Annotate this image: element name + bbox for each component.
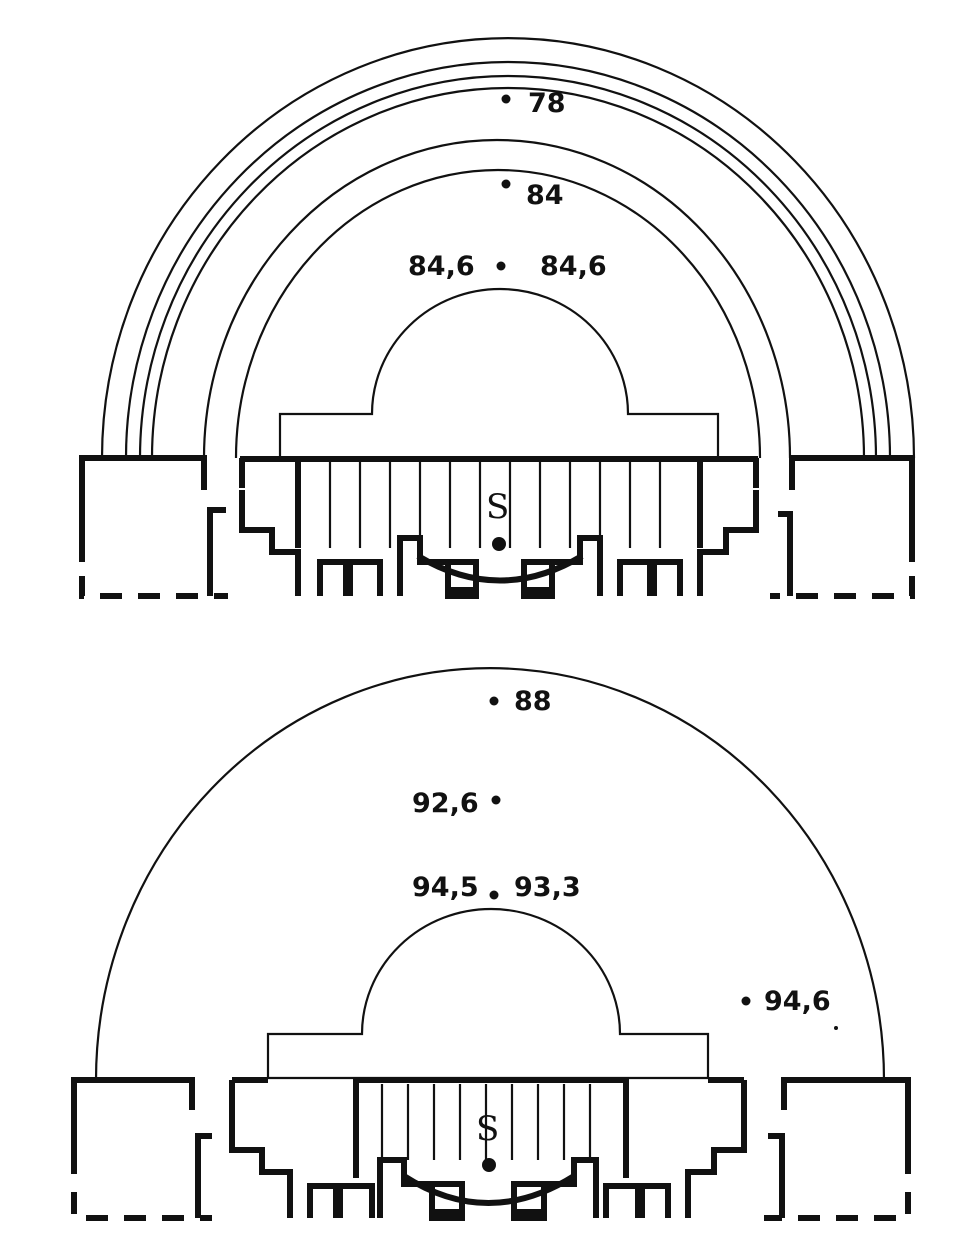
door-right bbox=[511, 1181, 547, 1215]
right-wing-dashed bbox=[764, 1192, 911, 1221]
inner-arc-2 bbox=[234, 168, 762, 459]
source-label: S bbox=[476, 1109, 499, 1149]
left-wing-bracket bbox=[195, 1133, 212, 1218]
plan-top: 78 84 84,6 84,6 S bbox=[79, 36, 916, 599]
source-point bbox=[492, 537, 506, 551]
stray-dot bbox=[834, 1026, 838, 1030]
outer-arc bbox=[94, 666, 886, 1081]
orchestra-outline bbox=[278, 287, 720, 458]
central-apse bbox=[402, 1173, 576, 1206]
source-label: S bbox=[486, 487, 509, 527]
stage-hatching bbox=[380, 1084, 592, 1160]
door-left bbox=[445, 559, 479, 593]
outer-arc-1 bbox=[100, 36, 916, 459]
stage-frame bbox=[295, 459, 703, 548]
source-point bbox=[482, 1158, 496, 1172]
right-wing-bracket bbox=[778, 511, 793, 596]
right-stepped-wall bbox=[685, 1077, 747, 1218]
outer-arc-2 bbox=[124, 60, 892, 459]
measure-point bbox=[501, 179, 511, 189]
right-wing-solid bbox=[781, 1077, 911, 1174]
right-stepped-wall bbox=[697, 458, 759, 596]
central-apse bbox=[416, 553, 584, 584]
left-stepped-wall bbox=[229, 1077, 293, 1218]
left-wing-dashed bbox=[79, 576, 228, 599]
reading-label: 92,6 bbox=[412, 788, 479, 819]
stage-frame bbox=[353, 1077, 629, 1178]
door-left bbox=[429, 1181, 465, 1215]
left-stepped-wall bbox=[239, 458, 301, 596]
measure-point bbox=[489, 890, 499, 900]
measure-point bbox=[489, 696, 499, 706]
reading-label: 78 bbox=[528, 88, 566, 119]
right-wing-dashed bbox=[770, 576, 915, 599]
orchestra-outline bbox=[266, 907, 710, 1078]
door-right bbox=[521, 559, 555, 593]
reading-label: 94,6 bbox=[764, 986, 831, 1017]
measure-point bbox=[491, 795, 501, 805]
outer-arc-3 bbox=[138, 74, 878, 459]
reading-label: 84,6 bbox=[408, 251, 475, 282]
reading-label: 84,6 bbox=[540, 251, 607, 282]
left-wing-solid bbox=[71, 1077, 195, 1174]
inner-arc-1 bbox=[202, 138, 792, 459]
reading-label: 94,5 bbox=[412, 872, 479, 903]
reading-label: 93,3 bbox=[514, 872, 581, 903]
plan-bottom: 88 92,6 94,5 93,3 94,6 S bbox=[71, 666, 911, 1221]
measure-point bbox=[496, 261, 506, 271]
left-wing-bracket bbox=[207, 507, 226, 596]
measure-point bbox=[741, 996, 751, 1006]
left-wing-solid bbox=[79, 455, 207, 562]
left-wing-dashed bbox=[71, 1192, 212, 1221]
outer-arc-4 bbox=[150, 86, 866, 459]
measure-point bbox=[501, 94, 511, 104]
right-wing-solid bbox=[789, 455, 915, 562]
stage-hatching bbox=[328, 462, 662, 548]
reading-label: 84 bbox=[526, 180, 564, 211]
right-wing-bracket bbox=[768, 1133, 785, 1218]
reading-label: 88 bbox=[514, 686, 552, 717]
